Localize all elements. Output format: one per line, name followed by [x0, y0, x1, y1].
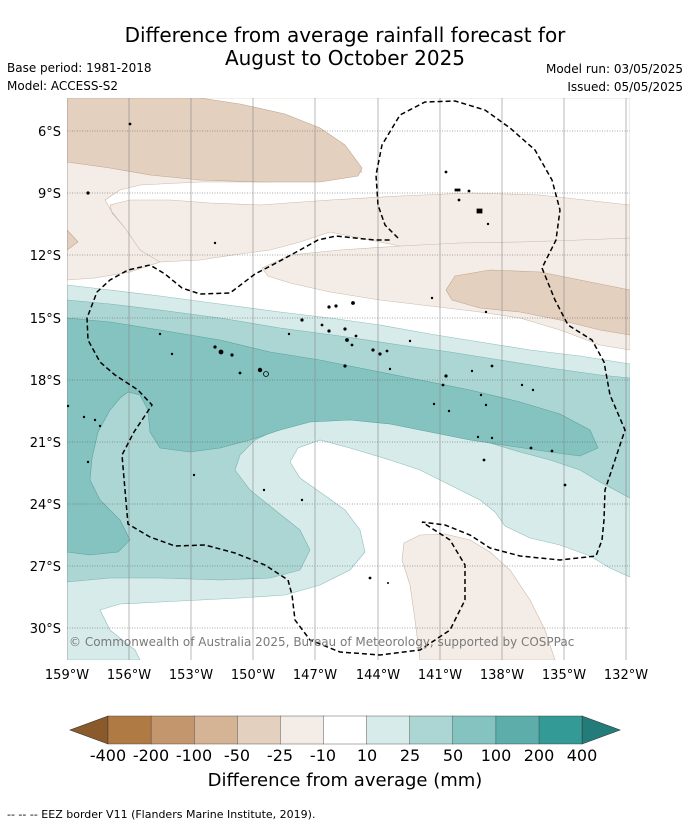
- colorbar-tick-label: -100: [176, 746, 212, 765]
- lat-label: 6°S: [38, 125, 61, 140]
- issued-date: Issued: 05/05/2025: [567, 80, 683, 94]
- colorbar-tick-label: 25: [400, 746, 420, 765]
- colorbar-segment: [409, 715, 454, 745]
- colorbar-segment: [150, 715, 195, 745]
- longitude-labels: 159°W 156°W 153°W 150°W 147°W 144°W 141°…: [45, 668, 648, 683]
- lon-label: 135°W: [542, 668, 586, 683]
- colorbar-ticks: -400 -200 -100 -50 -25 -10 10 25 50 100 …: [90, 746, 597, 765]
- colorbar-tick-label: -10: [310, 746, 336, 765]
- dry-region-north-strong: [67, 98, 363, 183]
- lat-label: 18°S: [30, 374, 61, 389]
- colorbar-tick-label: 100: [481, 746, 512, 765]
- colorbar-tick-label: 50: [443, 746, 463, 765]
- colorbar-segment: [495, 715, 540, 745]
- model-run: Model run: 03/05/2025: [545, 62, 683, 76]
- colorbar-segment: [280, 715, 324, 745]
- colorbar-segment: [193, 715, 238, 745]
- lat-label: 21°S: [30, 436, 61, 451]
- lon-label: 141°W: [418, 668, 462, 683]
- title-line-2: August to October 2025: [224, 46, 466, 70]
- lon-label: 159°W: [45, 668, 89, 683]
- colorbar-segment: [237, 715, 281, 745]
- base-period: Base period: 1981-2018: [7, 61, 152, 75]
- dry-region-central-strong: [445, 269, 630, 336]
- colorbar-tick-label: 400: [567, 746, 598, 765]
- colorbar-tick-label: -25: [267, 746, 293, 765]
- colorbar-segment: [107, 715, 152, 745]
- copyright-credit: © Commonwealth of Australia 2025, Bureau…: [69, 635, 574, 649]
- lat-label: 9°S: [38, 187, 61, 202]
- meta-left: Base period: 1981-2018 Model: ACCESS-S2: [7, 59, 152, 95]
- lat-label: 27°S: [30, 560, 61, 575]
- lon-label: 138°W: [480, 668, 524, 683]
- longitude-gridlines: [67, 98, 627, 660]
- colorbar-tick-label: -50: [224, 746, 250, 765]
- lon-label: 153°W: [169, 668, 213, 683]
- colorbar-segment: [538, 715, 583, 745]
- dry-region-west-edge: [67, 229, 79, 251]
- lon-label: 156°W: [107, 668, 151, 683]
- colorbar-tick-label: -200: [133, 746, 169, 765]
- lat-label: 15°S: [30, 312, 61, 327]
- lat-label: 30°S: [30, 622, 61, 637]
- wet-region-strong: [67, 317, 599, 556]
- title-line-1: Difference from average rainfall forecas…: [124, 23, 566, 47]
- eez-legend: -- -- -- EEZ border V11 (Flanders Marine…: [7, 808, 316, 821]
- map-plot: © Commonwealth of Australia 2025, Bureau…: [67, 98, 630, 660]
- colorbar-segment: [366, 715, 411, 745]
- eez-borders: [86, 100, 626, 656]
- lon-label: 144°W: [356, 668, 400, 683]
- islands: [67, 122, 567, 585]
- lon-label: 150°W: [231, 668, 275, 683]
- dry-region-central: [261, 237, 630, 351]
- colorbar-arrow-low: [69, 715, 109, 745]
- colorbar-segment: [323, 715, 368, 745]
- lat-label: 24°S: [30, 498, 61, 513]
- colorbar-segment: [452, 715, 497, 745]
- meta-right: Model run: 03/05/2025 Issued: 05/05/2025: [546, 60, 683, 96]
- model-name: Model: ACCESS-S2: [7, 79, 119, 93]
- map-title: Difference from average rainfall forecas…: [0, 24, 690, 70]
- colorbar-title: Difference from average (mm): [207, 770, 483, 791]
- lon-label: 147°W: [293, 668, 337, 683]
- lat-label: 12°S: [30, 249, 61, 264]
- colorbar-tick-label: -400: [90, 746, 126, 765]
- latitude-labels: 6°S 9°S 12°S 15°S 18°S 21°S 24°S 27°S 30…: [30, 125, 61, 637]
- colorbar-arrow-high: [581, 715, 621, 745]
- lon-label: 132°W: [604, 668, 648, 683]
- colorbar-tick-label: 10: [357, 746, 377, 765]
- eez-border-cook-islands: [86, 100, 626, 656]
- colorbar: [69, 715, 621, 745]
- colorbar-tick-label: 200: [524, 746, 555, 765]
